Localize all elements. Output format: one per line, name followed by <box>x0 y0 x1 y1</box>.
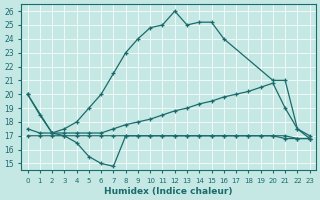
X-axis label: Humidex (Indice chaleur): Humidex (Indice chaleur) <box>104 187 233 196</box>
